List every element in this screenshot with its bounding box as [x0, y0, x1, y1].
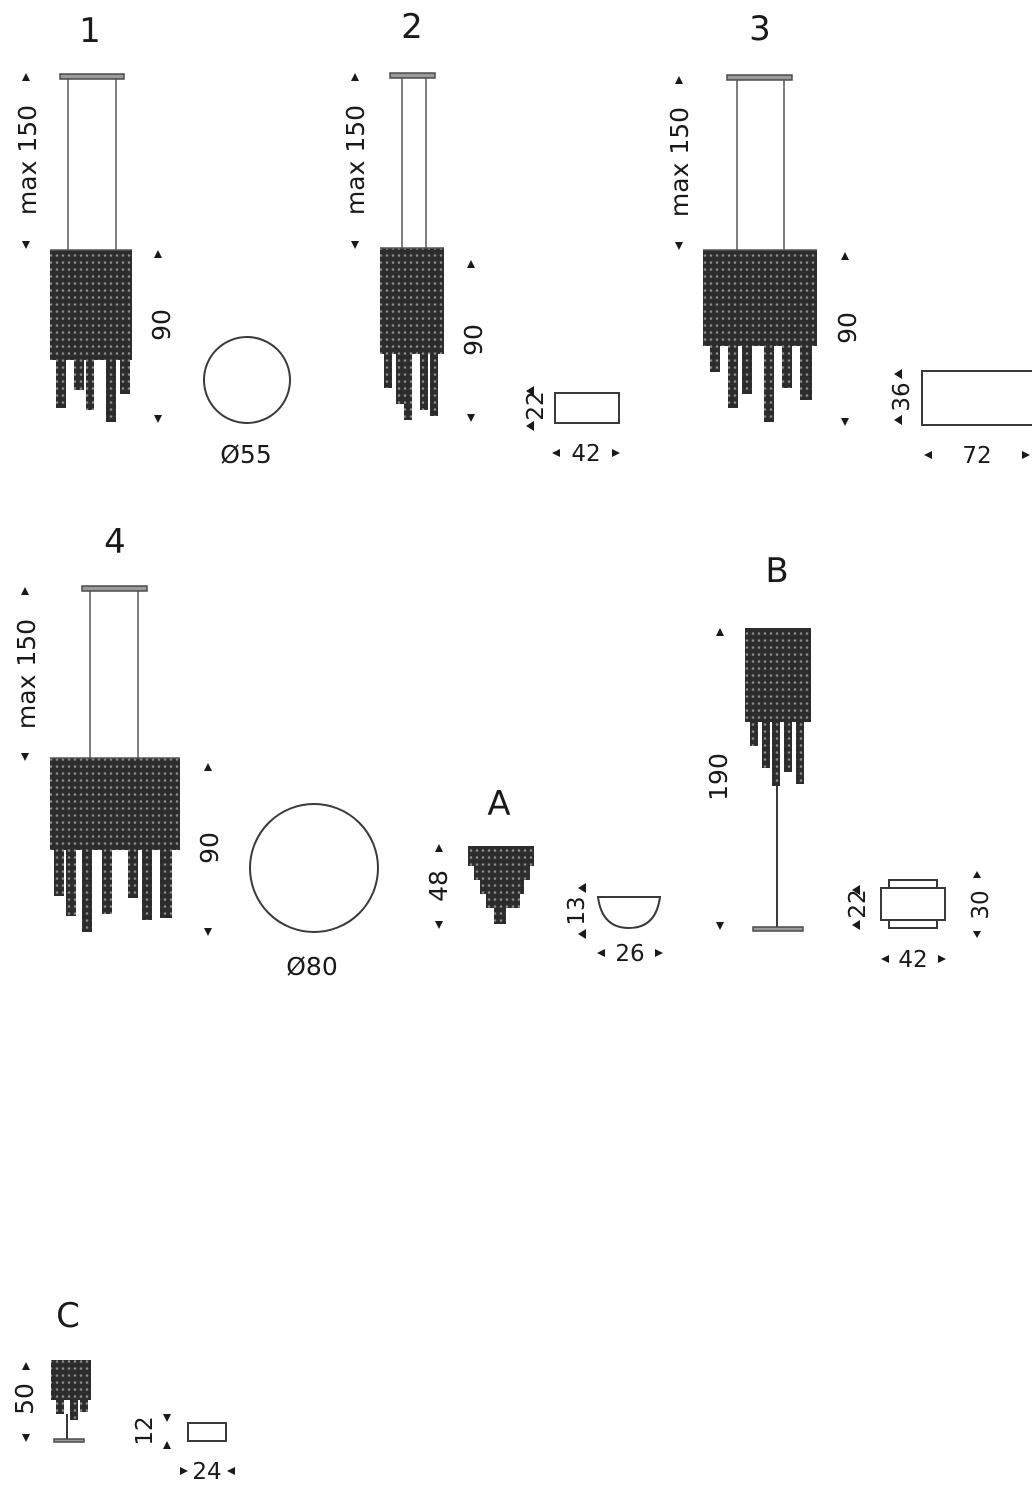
model-b-label: B	[765, 551, 788, 591]
depth-label-1: 22	[845, 889, 871, 918]
wall-lamp-body	[468, 846, 534, 924]
rect-footprint	[921, 370, 1032, 426]
width-label: 72	[962, 443, 991, 469]
model-c: C 50 12 24	[10, 1296, 235, 1485]
width-label: 26	[615, 941, 644, 967]
height-label: 190	[704, 753, 733, 801]
body-height-label: 90	[459, 324, 488, 356]
ceiling-plate	[389, 72, 436, 79]
footprint-bottom-outline	[888, 919, 938, 929]
model-4-label: 4	[104, 522, 126, 562]
model-1: 1 max 150 90 Ø55	[13, 11, 291, 469]
body-dimension: 90	[459, 260, 488, 422]
body-dimension: 90	[195, 763, 224, 936]
model-3: 3 max 150 90 36 72	[665, 9, 1032, 469]
depth-label: 13	[564, 896, 590, 925]
ceiling-plate	[59, 73, 125, 80]
lamp-base	[752, 926, 804, 932]
chandelier-body	[703, 249, 817, 422]
lamp-base	[53, 1438, 85, 1443]
ceiling-plate	[726, 74, 793, 81]
depth-label-2: 30	[968, 890, 994, 919]
rect-footprint	[187, 1422, 227, 1442]
model-c-label: C	[56, 1296, 80, 1336]
chandelier-body	[380, 247, 444, 420]
floor-lamp-body	[745, 628, 811, 786]
model-4: 4 max 150 90 Ø80	[12, 522, 379, 981]
chandelier-body	[50, 757, 180, 932]
model-2-label: 2	[401, 7, 423, 47]
width-label: 42	[571, 441, 600, 467]
body-dimension: 90	[833, 252, 862, 426]
diameter-label: Ø80	[286, 952, 338, 981]
depth-label: 36	[889, 382, 915, 411]
height-label: 50	[10, 1383, 39, 1415]
half-round-footprint	[596, 896, 662, 930]
body-dimension: 90	[147, 250, 176, 423]
max-height-label: max 150	[12, 619, 41, 729]
footprint-main-outline	[880, 887, 946, 921]
depth-label: 22	[523, 391, 549, 420]
max-height-label: max 150	[13, 105, 42, 215]
model-b: B 190 22 30 42	[704, 551, 994, 973]
round-footprint	[249, 803, 379, 933]
chandelier-body	[50, 249, 132, 422]
width-label: 42	[898, 947, 927, 973]
width-label: 24	[192, 1459, 221, 1485]
model-a: A 48 13 26	[424, 784, 663, 967]
height-dimension: max 150	[665, 76, 694, 250]
body-height-label: 90	[147, 309, 176, 341]
model-3-label: 3	[749, 9, 771, 49]
height-label: 48	[424, 870, 453, 902]
model-a-label: A	[487, 784, 510, 824]
footprint-top-outline	[888, 879, 938, 889]
max-height-label: max 150	[341, 105, 370, 215]
body-height-label: 90	[195, 832, 224, 864]
model-2: 2 max 150 90 22 42	[341, 7, 620, 467]
body-height-label: 90	[833, 312, 862, 344]
height-dimension: max 150	[341, 73, 370, 249]
max-height-label: max 150	[665, 107, 694, 217]
ceiling-plate	[81, 585, 148, 592]
model-1-label: 1	[79, 11, 101, 51]
height-dimension: max 150	[12, 587, 41, 761]
table-lamp-body	[51, 1360, 91, 1420]
rect-footprint	[554, 392, 620, 424]
diameter-label: Ø55	[220, 440, 272, 469]
round-footprint	[203, 336, 291, 424]
height-dimension: max 150	[13, 73, 42, 249]
depth-label: 12	[132, 1416, 158, 1445]
